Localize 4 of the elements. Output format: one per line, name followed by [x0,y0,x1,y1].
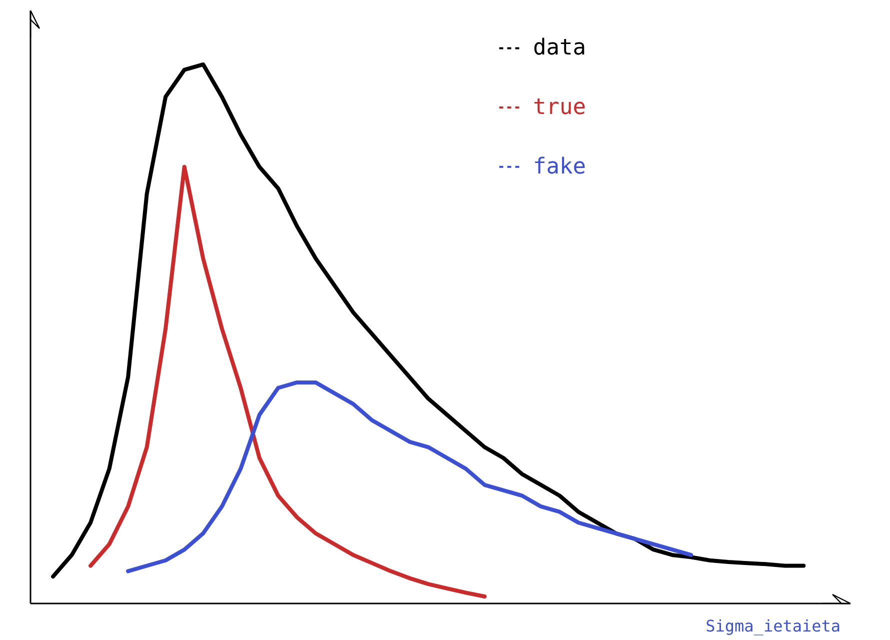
legend-label: true [533,95,586,120]
legend-label: fake [533,154,586,180]
legend-label: data [533,36,586,61]
x-axis-title: Sigma_ietaieta [706,616,840,636]
